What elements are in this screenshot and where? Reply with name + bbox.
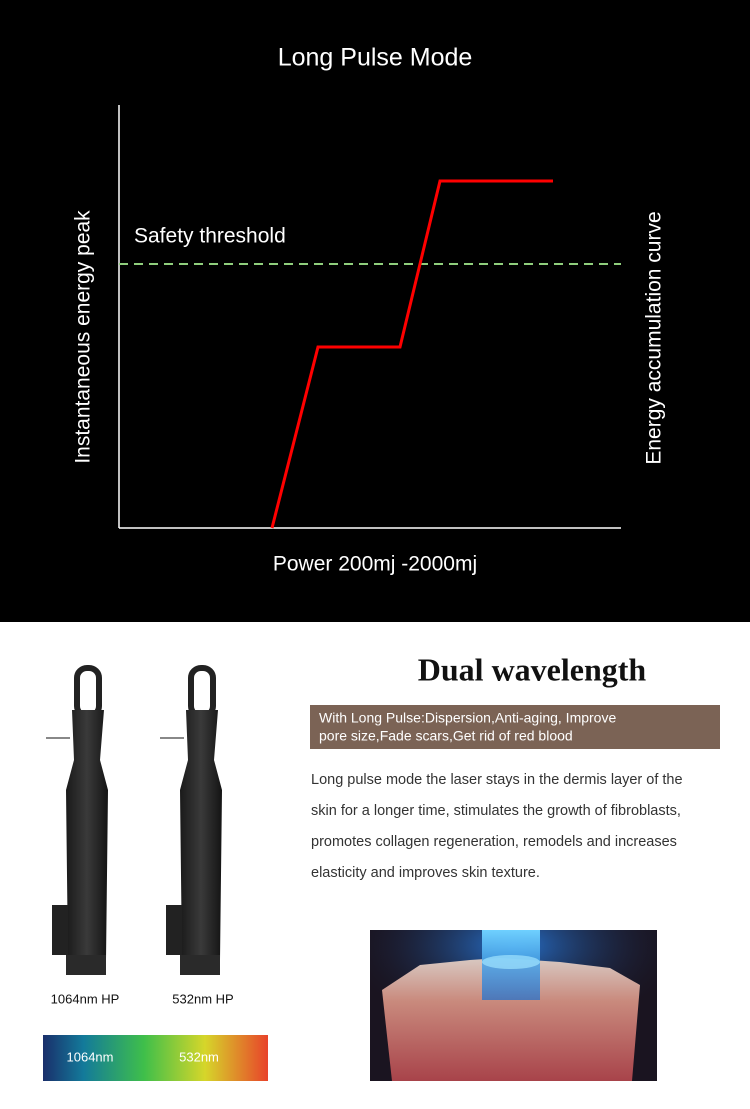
- description-line: Long pulse mode the laser stays in the d…: [311, 772, 683, 788]
- highlight-line: pore size,Fade scars,Get rid of red bloo…: [319, 728, 573, 744]
- highlight-box: [310, 705, 720, 749]
- description-line: skin for a longer time, stimulates the g…: [311, 803, 681, 819]
- handpiece-label: 532nm HP: [172, 991, 233, 1006]
- handpiece-label: 1064nm HP: [51, 991, 120, 1006]
- threshold-label: Safety threshold: [134, 225, 286, 248]
- handpiece-2: [160, 665, 222, 975]
- y2-label: Energy accumulation curve: [643, 211, 666, 464]
- diagram-title: Long Pulse Mode: [278, 44, 473, 72]
- skin-illustration: [370, 930, 657, 1081]
- spectrum-label: 532nm: [179, 1049, 219, 1064]
- heading: Dual wavelength: [418, 651, 647, 687]
- energy-curve: [270, 179, 553, 529]
- handpiece-1: [46, 665, 108, 975]
- diagram-bg: [0, 0, 750, 622]
- highlight-line: With Long Pulse:Dispersion,Anti-aging, I…: [319, 710, 616, 726]
- description-line: promotes collagen regeneration, remodels…: [311, 834, 677, 850]
- description-line: elasticity and improves skin texture.: [311, 865, 540, 881]
- y-label: Instantaneous energy peak: [72, 210, 95, 464]
- x-label: Power 200mj -2000mj: [273, 553, 477, 576]
- spectrum-bar: [43, 1035, 268, 1081]
- spectrum-label: 1064nm: [67, 1049, 114, 1064]
